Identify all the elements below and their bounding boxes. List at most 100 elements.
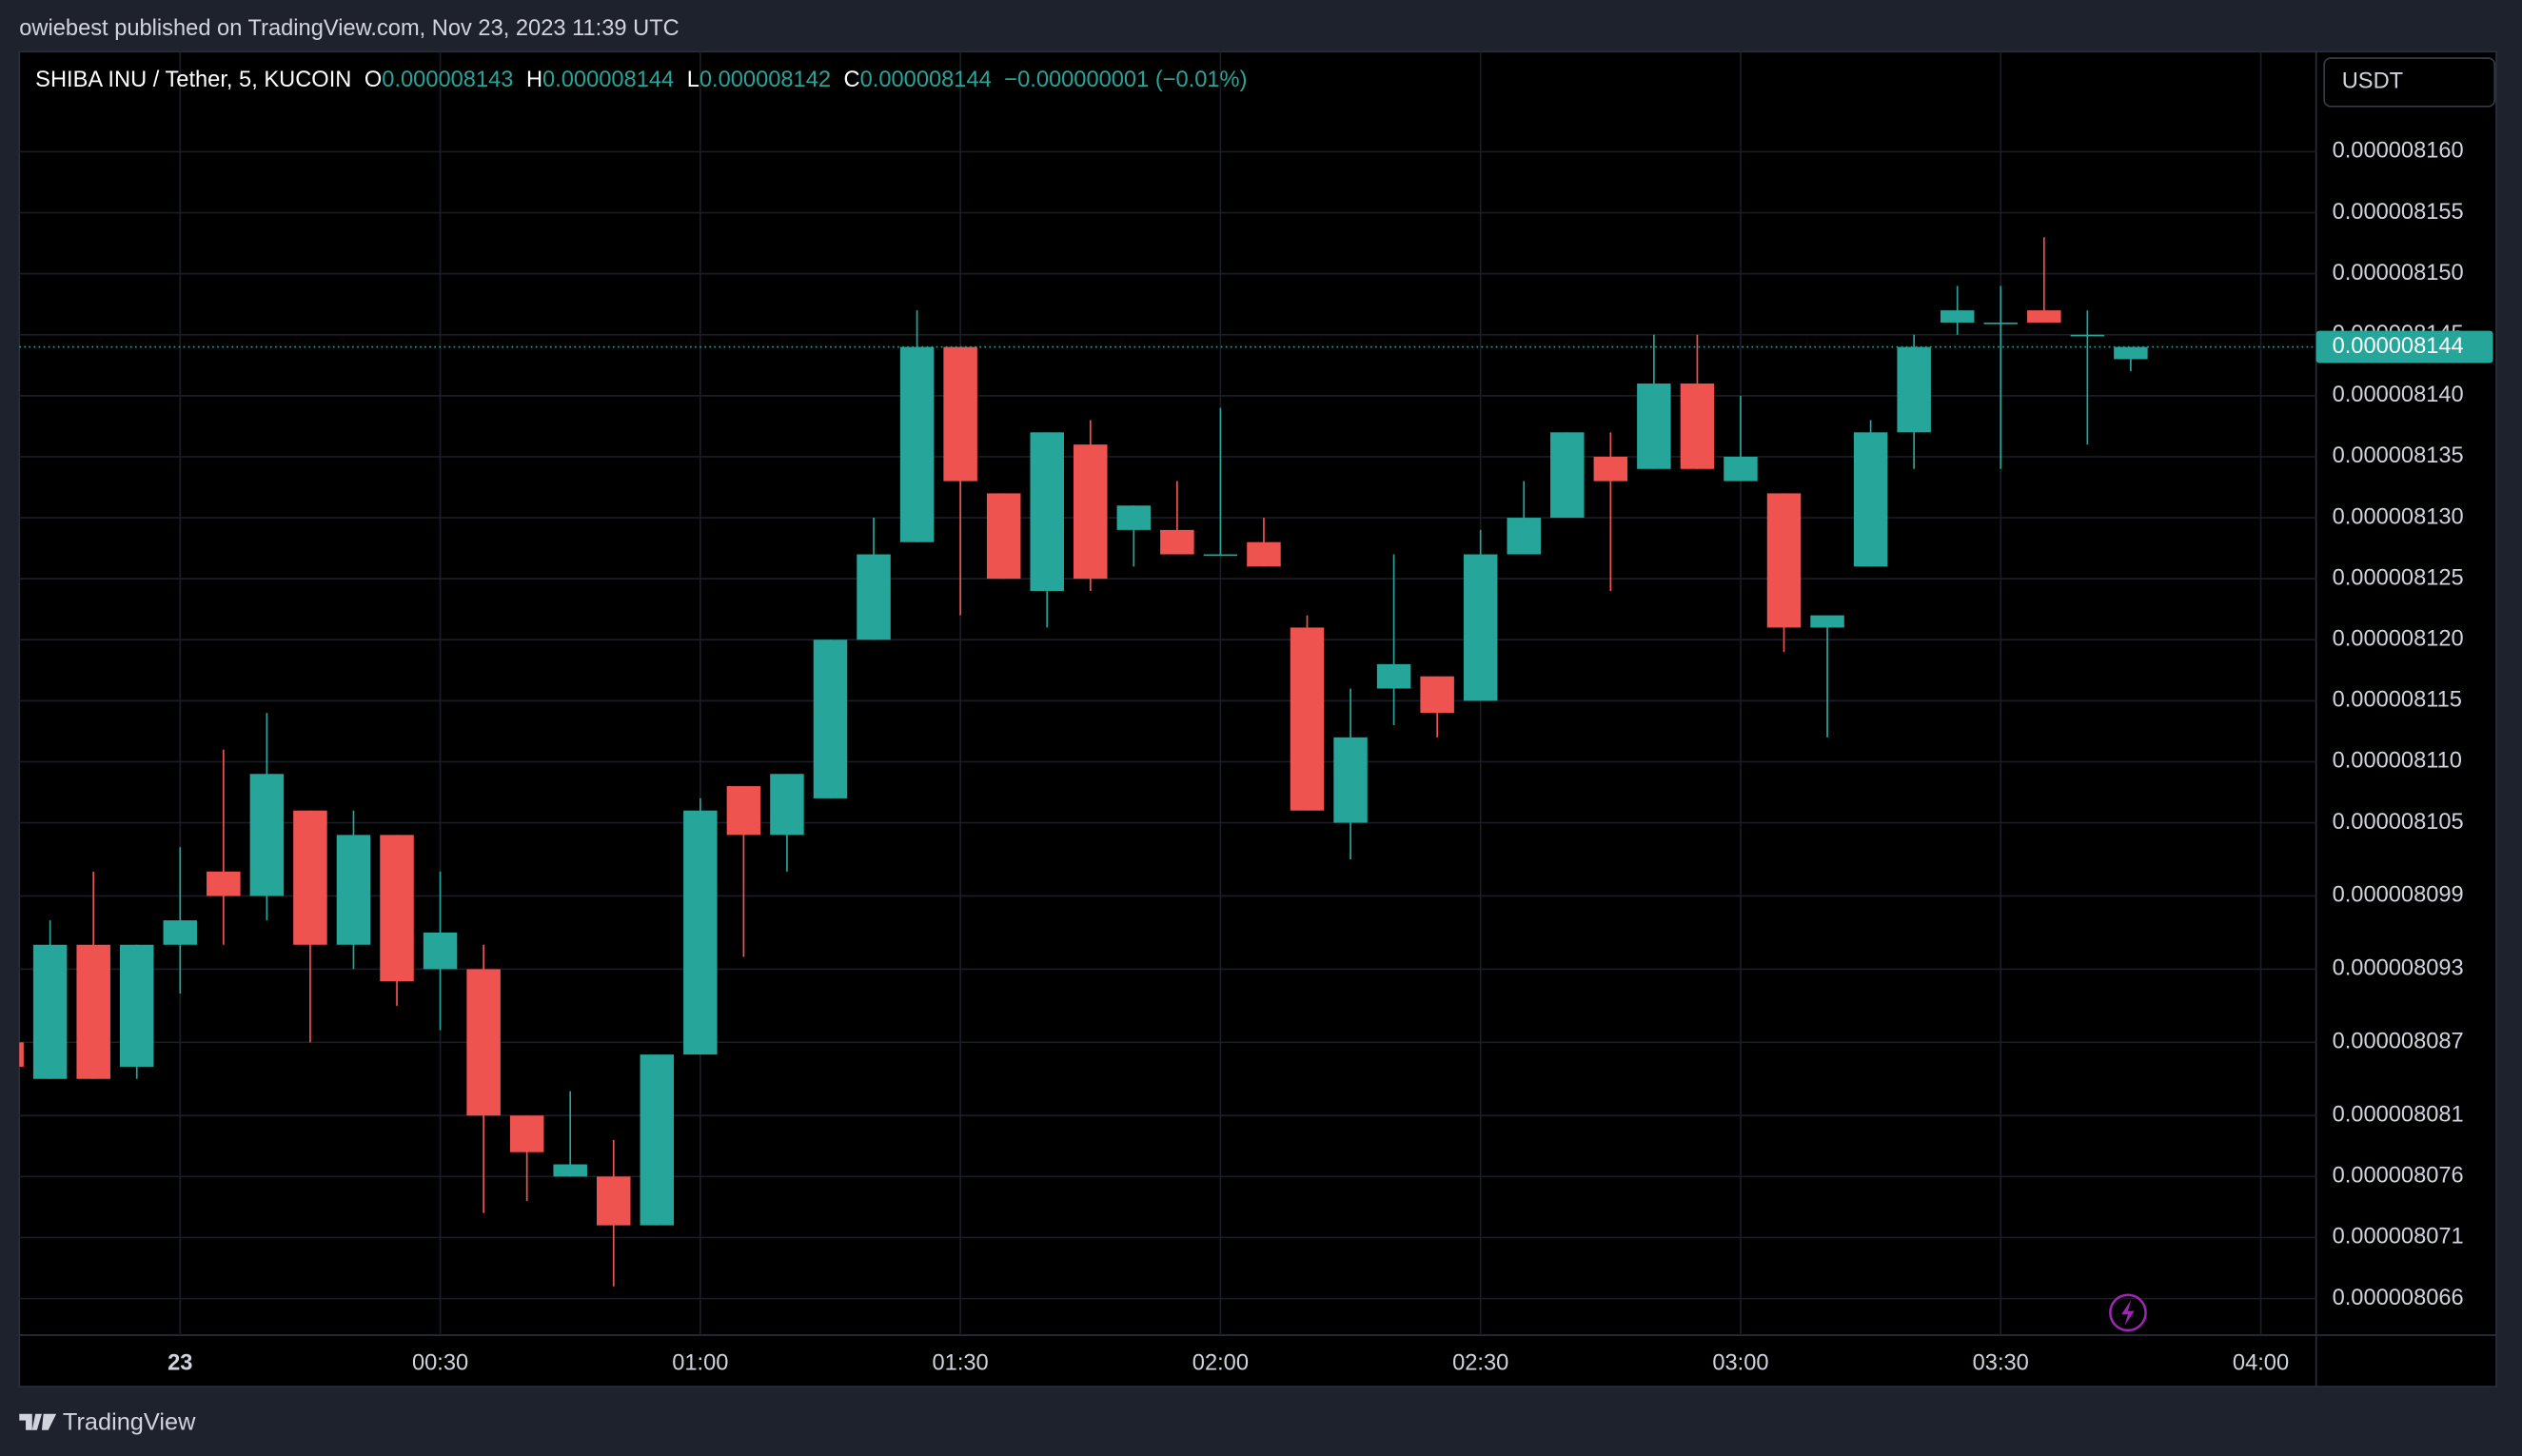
candle-body bbox=[640, 1054, 675, 1226]
x-tick-label: 23 bbox=[167, 1351, 192, 1376]
last-price-label: 0.000008144 bbox=[2333, 334, 2464, 359]
candle-body bbox=[857, 554, 891, 640]
legend-value: 0.000008144 bbox=[542, 68, 674, 92]
legend-title: SHIBA INU / Tether, 5, KUCOIN bbox=[35, 68, 351, 92]
candle-body bbox=[1853, 432, 1888, 567]
x-tick-label: 04:00 bbox=[2233, 1351, 2289, 1376]
candle-body bbox=[1203, 554, 1238, 557]
candle-body bbox=[2114, 346, 2148, 360]
x-tick-label: 00:30 bbox=[412, 1351, 468, 1376]
currency-button[interactable] bbox=[2323, 57, 2496, 108]
x-tick-label: 03:30 bbox=[1973, 1351, 2029, 1376]
attribution: owiebest published on TradingView.com, N… bbox=[19, 16, 679, 41]
y-tick-label: 0.000008105 bbox=[2333, 810, 2464, 835]
y-tick-label: 0.000008093 bbox=[2333, 956, 2464, 981]
candle-body bbox=[2070, 334, 2105, 337]
candle-body bbox=[1680, 384, 1715, 469]
candle-body bbox=[1766, 493, 1802, 628]
candle-body bbox=[293, 810, 327, 945]
legend-key: H bbox=[526, 68, 542, 92]
candle-body bbox=[1983, 322, 2018, 325]
legend-change: −0.000000001 (−0.01%) bbox=[1004, 68, 1247, 92]
candle-body bbox=[770, 774, 804, 836]
x-tick-label: 03:00 bbox=[1712, 1351, 1768, 1376]
y-tick-label: 0.000008120 bbox=[2333, 627, 2464, 652]
y-tick-label: 0.000008081 bbox=[2333, 1102, 2464, 1127]
candle-body bbox=[1550, 432, 1585, 519]
candle-body bbox=[76, 944, 110, 1079]
x-tick-label: 01:30 bbox=[933, 1351, 989, 1376]
candle-body bbox=[683, 810, 718, 1055]
y-tick-label: 0.000008130 bbox=[2333, 504, 2464, 529]
candle-body bbox=[2027, 310, 2061, 323]
candle-body bbox=[119, 944, 154, 1067]
chart-pane bbox=[18, 50, 2497, 1387]
last-price-box bbox=[2315, 330, 2493, 364]
candle-body bbox=[1376, 663, 1411, 689]
candle-body bbox=[19, 1042, 24, 1067]
y-tick-label: 0.000008160 bbox=[2333, 139, 2464, 164]
candle-body bbox=[1593, 456, 1628, 482]
candle-body bbox=[1940, 310, 1975, 323]
candle-body bbox=[380, 835, 414, 982]
candle-body bbox=[1637, 384, 1671, 469]
axes: 0.000008160 0.000008155 0.000008150 0.00000… bbox=[19, 139, 2493, 1376]
x-tick-label: 01:00 bbox=[672, 1351, 728, 1376]
lightning-icon bbox=[2109, 1293, 2147, 1332]
y-tick-label: 0.000008115 bbox=[2333, 688, 2462, 713]
candle-body bbox=[1290, 627, 1325, 811]
y-tick-label: 0.000008066 bbox=[2333, 1286, 2464, 1310]
y-tick-label: 0.000008150 bbox=[2333, 261, 2464, 285]
candle-body bbox=[986, 493, 1021, 580]
candle-body bbox=[1724, 456, 1758, 482]
legend-value: 0.000008142 bbox=[699, 68, 831, 92]
candle-body bbox=[1116, 505, 1152, 530]
candle-body bbox=[553, 1164, 587, 1177]
candle-body bbox=[509, 1115, 544, 1152]
candle-body bbox=[32, 944, 68, 1079]
legend-key: O bbox=[365, 68, 382, 92]
candle-body bbox=[249, 774, 285, 896]
candle-body bbox=[1507, 518, 1541, 555]
y-tick-label: 0.000008155 bbox=[2333, 200, 2464, 225]
candle-body bbox=[597, 1176, 631, 1226]
candle-body bbox=[1247, 541, 1281, 567]
legend-value: 0.000008144 bbox=[860, 68, 992, 92]
candle-body bbox=[1333, 737, 1368, 823]
currency-button-label[interactable]: USDT bbox=[2342, 69, 2403, 94]
brand-logo bbox=[19, 1413, 57, 1430]
candle-body bbox=[1420, 676, 1454, 714]
candle-body bbox=[899, 346, 935, 542]
legend-value: 0.000008143 bbox=[382, 68, 513, 92]
candles bbox=[19, 237, 2148, 1287]
candle-body bbox=[423, 932, 458, 970]
candle-body bbox=[466, 969, 501, 1116]
legend: SHIBA INU / Tether, 5, KUCOIN O0.00000814… bbox=[35, 68, 1247, 92]
candle-body bbox=[1463, 554, 1498, 701]
candle-body bbox=[943, 346, 977, 482]
y-tick-label: 0.000008087 bbox=[2333, 1030, 2464, 1054]
y-tick-label: 0.000008135 bbox=[2333, 443, 2464, 468]
candle-body bbox=[163, 920, 198, 945]
y-tick-label: 0.000008125 bbox=[2333, 565, 2464, 590]
x-tick-label: 02:00 bbox=[1192, 1351, 1249, 1376]
y-tick-label: 0.000008071 bbox=[2333, 1225, 2464, 1249]
candle-body bbox=[1160, 529, 1194, 555]
x-tick-label: 02:30 bbox=[1452, 1351, 1508, 1376]
candle-body bbox=[726, 786, 761, 836]
candle-body bbox=[1897, 346, 1931, 433]
candle-body bbox=[813, 639, 848, 798]
legend-key: L bbox=[687, 68, 699, 92]
candle-body bbox=[1810, 615, 1844, 628]
candle-body bbox=[1030, 432, 1064, 591]
candle-body bbox=[1074, 444, 1108, 580]
y-tick-label: 0.000008099 bbox=[2333, 883, 2464, 908]
y-tick-label: 0.000008076 bbox=[2333, 1164, 2464, 1189]
candle-body bbox=[336, 835, 371, 945]
y-tick-label: 0.000008140 bbox=[2333, 383, 2464, 407]
legend-key: C bbox=[844, 68, 860, 92]
candle-body bbox=[207, 871, 241, 896]
y-tick-label: 0.000008110 bbox=[2333, 749, 2462, 774]
